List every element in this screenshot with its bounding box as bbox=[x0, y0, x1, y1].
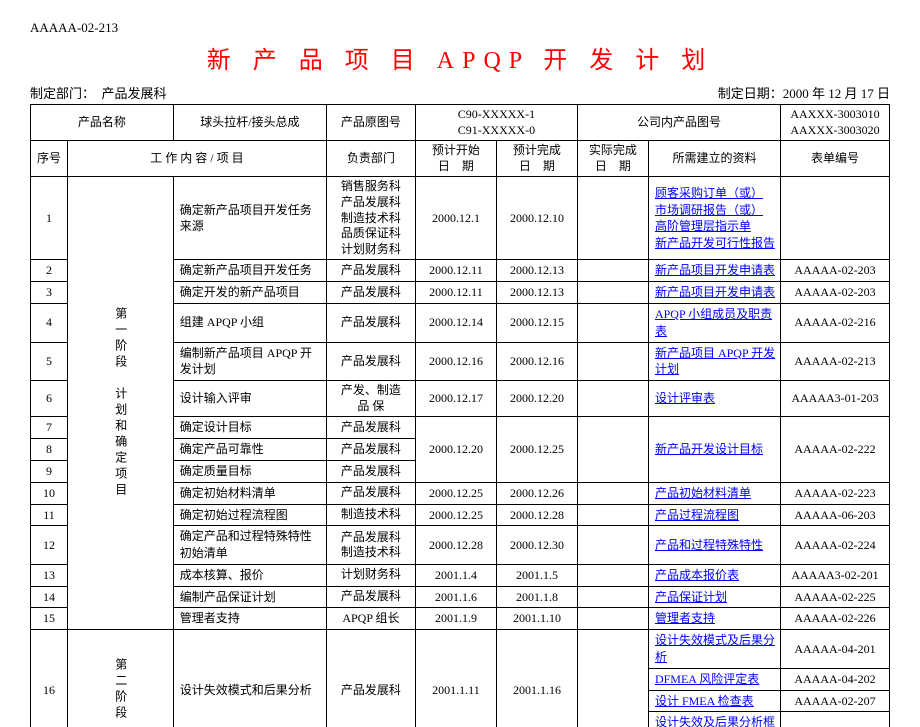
doc-code: AAAAA-02-213 bbox=[30, 20, 890, 36]
product-name-label: 产品名称 bbox=[31, 105, 174, 141]
original-drawing: C90-XXXXX-1C91-XXXXX-0 bbox=[415, 105, 577, 141]
internal-drawing: AAXXX-3003010AAXXX-3003020 bbox=[780, 105, 889, 141]
page-title: 新 产 品 项 目 APQP 开 发 计 划 bbox=[30, 40, 890, 75]
col-form: 表单编号 bbox=[781, 141, 890, 177]
col-seq: 序号 bbox=[31, 141, 68, 177]
original-drawing-label: 产品原图号 bbox=[326, 105, 415, 141]
stage-2-label: 第二阶段 bbox=[68, 630, 174, 727]
col-end: 预计完成日 期 bbox=[496, 141, 577, 177]
product-name: 球头拉杆/接头总成 bbox=[173, 105, 326, 141]
col-dept: 负责部门 bbox=[326, 141, 415, 177]
stage-1-label: 第一阶段 计划和确定项目 bbox=[68, 177, 174, 630]
main-table: 产品名称 球头拉杆/接头总成 产品原图号 C90-XXXXX-1C91-XXXX… bbox=[30, 104, 890, 727]
col-start: 预计开始日 期 bbox=[415, 141, 496, 177]
table-row: 16第二阶段设计失效模式和后果分析产品发展科2001.1.112001.1.16… bbox=[31, 630, 890, 669]
header-row: 序号 工 作 内 容 / 项 目 负责部门 预计开始日 期 预计完成日 期 实际… bbox=[31, 141, 890, 177]
col-content: 工 作 内 容 / 项 目 bbox=[68, 141, 327, 177]
date-label: 制定日期：2000 年 12 月 17 日 bbox=[718, 83, 890, 102]
col-actual: 实际完成日 期 bbox=[577, 141, 648, 177]
info-row: 产品名称 球头拉杆/接头总成 产品原图号 C90-XXXXX-1C91-XXXX… bbox=[31, 105, 890, 141]
internal-drawing-label: 公司内产品图号 bbox=[577, 105, 780, 141]
dept-label: 制定部门： 产品发展科 bbox=[30, 83, 167, 102]
col-docs: 所需建立的资料 bbox=[648, 141, 780, 177]
table-row: 1第一阶段 计划和确定项目确定新产品项目开发任务来源销售服务科产品发展科制造技术… bbox=[31, 177, 890, 260]
